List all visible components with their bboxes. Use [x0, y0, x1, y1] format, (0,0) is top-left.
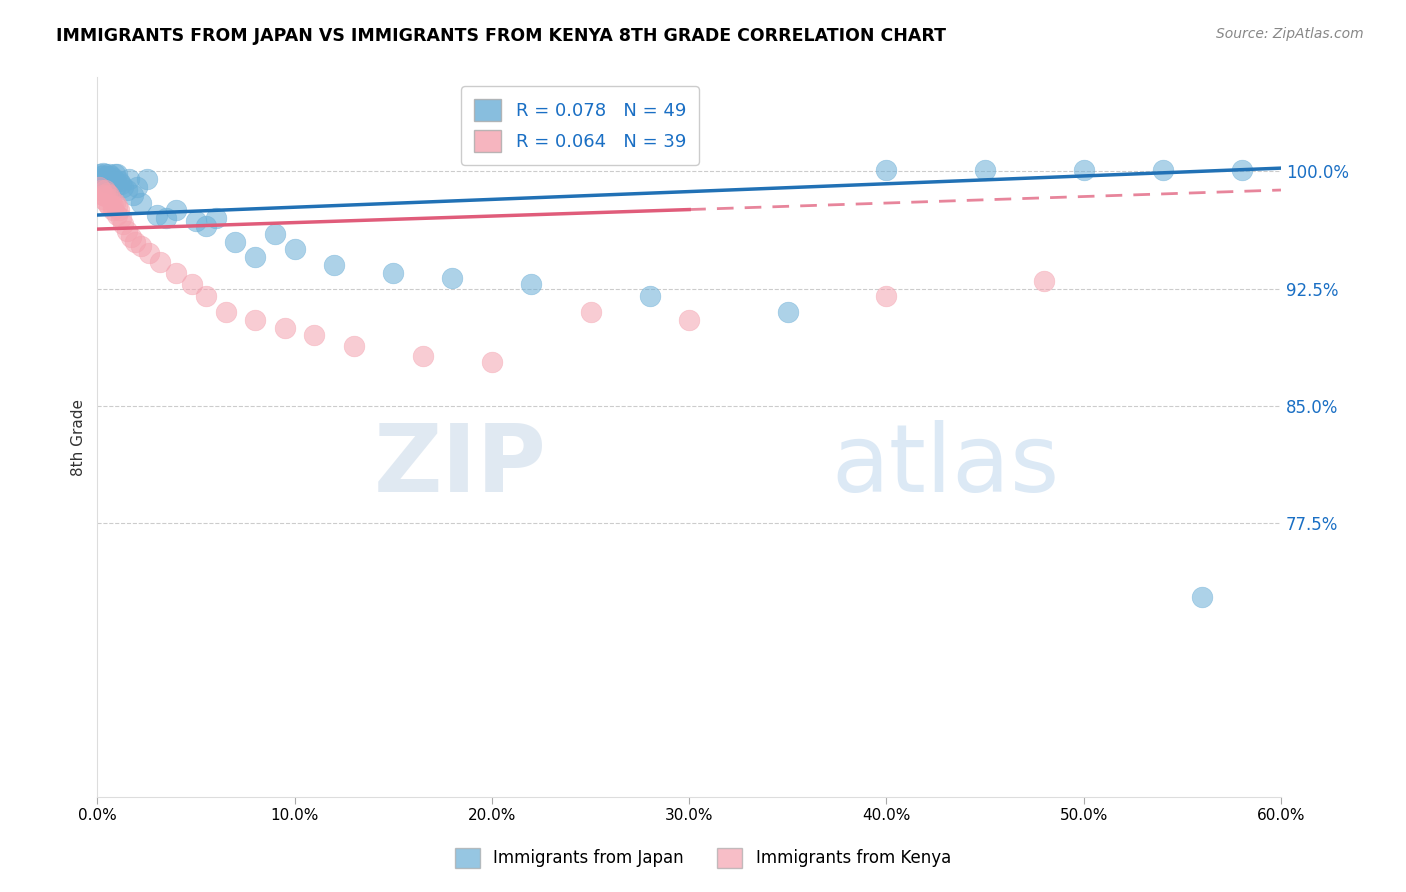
- Point: [129, 195, 152, 210]
- Point: [90, 183, 112, 197]
- Point: [181, 277, 204, 291]
- Point: [98, 167, 121, 181]
- Point: [184, 214, 207, 228]
- Point: [108, 203, 131, 218]
- Point: [1230, 162, 1253, 177]
- Point: [121, 187, 143, 202]
- Point: [96, 186, 118, 201]
- Point: [974, 162, 997, 177]
- Point: [165, 266, 187, 280]
- Point: [1073, 162, 1095, 177]
- Point: [243, 250, 266, 264]
- Point: [165, 203, 187, 218]
- Point: [100, 169, 122, 183]
- Point: [94, 183, 117, 197]
- Point: [149, 255, 172, 269]
- Point: [94, 167, 117, 181]
- Point: [155, 211, 177, 226]
- Point: [89, 180, 111, 194]
- Point: [304, 328, 326, 343]
- Point: [284, 243, 307, 257]
- Text: atlas: atlas: [831, 420, 1060, 512]
- Point: [101, 203, 124, 218]
- Point: [101, 170, 124, 185]
- Text: ZIP: ZIP: [374, 420, 547, 512]
- Point: [90, 169, 112, 183]
- Legend: Immigrants from Japan, Immigrants from Kenya: Immigrants from Japan, Immigrants from K…: [449, 841, 957, 875]
- Point: [104, 195, 127, 210]
- Point: [104, 174, 127, 188]
- Point: [875, 162, 897, 177]
- Point: [1152, 162, 1174, 177]
- Point: [124, 235, 146, 249]
- Point: [243, 313, 266, 327]
- Point: [125, 180, 148, 194]
- Point: [110, 177, 132, 191]
- Point: [145, 208, 167, 222]
- Legend: R = 0.078   N = 49, R = 0.064   N = 39: R = 0.078 N = 49, R = 0.064 N = 39: [461, 87, 699, 165]
- Point: [111, 180, 134, 194]
- Point: [343, 339, 366, 353]
- Point: [89, 167, 111, 181]
- Point: [382, 266, 405, 280]
- Point: [115, 183, 138, 197]
- Point: [776, 305, 799, 319]
- Point: [264, 227, 287, 241]
- Point: [481, 355, 503, 369]
- Point: [323, 258, 346, 272]
- Point: [110, 211, 132, 226]
- Point: [91, 187, 114, 202]
- Point: [101, 177, 124, 191]
- Point: [105, 167, 128, 181]
- Point: [91, 166, 114, 180]
- Point: [100, 175, 122, 189]
- Point: [441, 270, 464, 285]
- Point: [579, 305, 602, 319]
- Text: Source: ZipAtlas.com: Source: ZipAtlas.com: [1216, 27, 1364, 41]
- Point: [194, 289, 217, 303]
- Point: [1033, 274, 1056, 288]
- Point: [96, 195, 118, 210]
- Point: [96, 175, 118, 189]
- Point: [104, 167, 127, 181]
- Point: [108, 174, 131, 188]
- Point: [120, 230, 142, 244]
- Point: [138, 245, 160, 260]
- Point: [91, 193, 114, 207]
- Point: [204, 211, 226, 226]
- Point: [115, 224, 138, 238]
- Point: [194, 219, 217, 233]
- Point: [98, 187, 121, 202]
- Point: [875, 289, 897, 303]
- Point: [274, 320, 297, 334]
- Point: [105, 178, 128, 193]
- Point: [96, 169, 118, 183]
- Point: [94, 174, 117, 188]
- Point: [1191, 590, 1213, 604]
- Point: [111, 218, 134, 232]
- Point: [91, 170, 114, 185]
- Y-axis label: 8th Grade: 8th Grade: [72, 399, 86, 475]
- Point: [118, 172, 141, 186]
- Point: [98, 172, 121, 186]
- Point: [678, 313, 700, 327]
- Point: [94, 189, 117, 203]
- Point: [520, 277, 543, 291]
- Point: [101, 199, 124, 213]
- Point: [412, 349, 434, 363]
- Point: [224, 235, 246, 249]
- Text: IMMIGRANTS FROM JAPAN VS IMMIGRANTS FROM KENYA 8TH GRADE CORRELATION CHART: IMMIGRANTS FROM JAPAN VS IMMIGRANTS FROM…: [56, 27, 946, 45]
- Point: [105, 208, 128, 222]
- Point: [129, 239, 152, 253]
- Point: [135, 172, 157, 186]
- Point: [638, 289, 661, 303]
- Point: [105, 199, 128, 213]
- Point: [214, 305, 236, 319]
- Point: [100, 193, 122, 207]
- Point: [98, 199, 121, 213]
